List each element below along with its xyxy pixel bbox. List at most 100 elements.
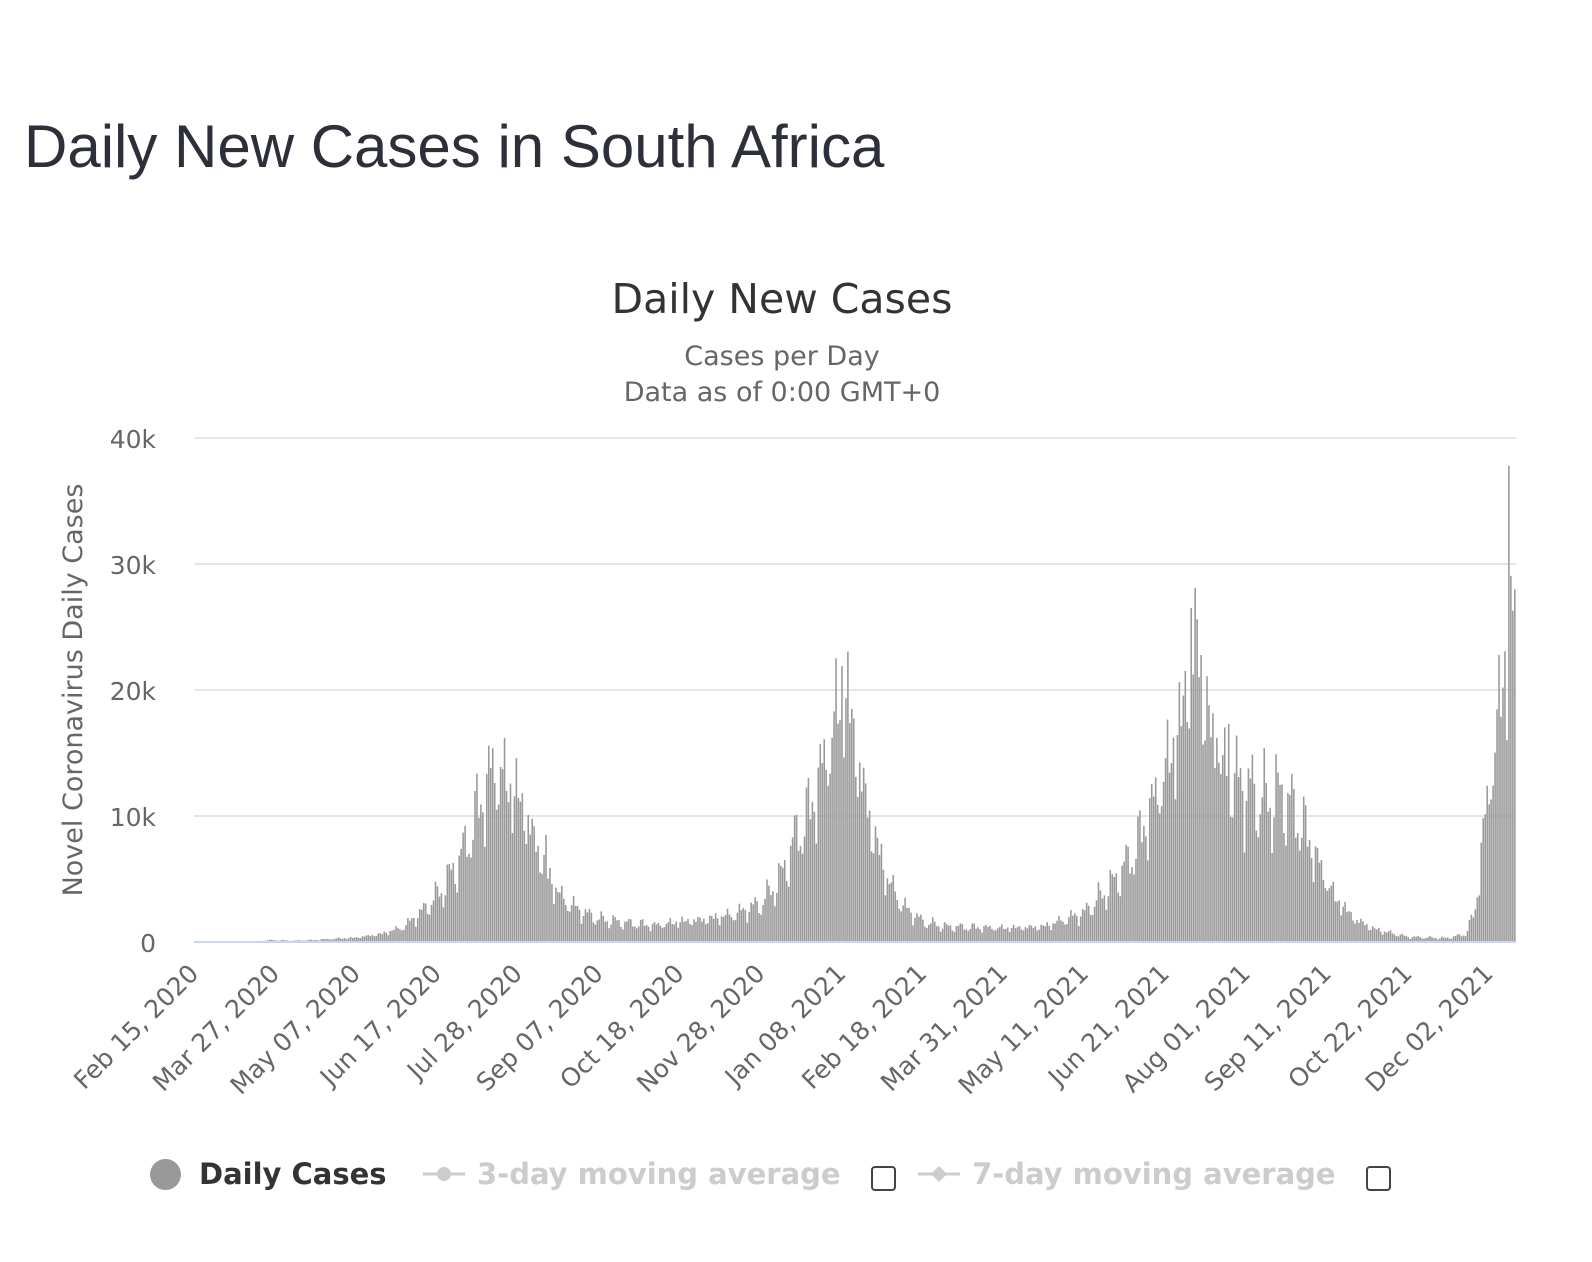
bar bbox=[813, 811, 816, 942]
bar bbox=[1389, 930, 1392, 942]
bar bbox=[673, 924, 676, 942]
bar bbox=[1109, 870, 1112, 942]
bar bbox=[1074, 913, 1076, 942]
bar bbox=[1295, 837, 1297, 942]
legend-item-3-day-average[interactable]: 3-day moving average bbox=[423, 1152, 841, 1196]
bar bbox=[801, 853, 804, 942]
bar bbox=[1042, 925, 1045, 942]
bar bbox=[1498, 654, 1500, 942]
bar bbox=[933, 921, 936, 942]
bar bbox=[999, 926, 1001, 942]
bar bbox=[541, 873, 543, 942]
bar bbox=[369, 936, 372, 942]
bar bbox=[1360, 918, 1362, 942]
bar bbox=[450, 869, 453, 942]
bar bbox=[1431, 937, 1433, 942]
bar bbox=[655, 924, 658, 942]
legend-item-daily-cases[interactable]: Daily Cases bbox=[150, 1152, 387, 1196]
bar bbox=[365, 935, 368, 942]
bar bbox=[738, 903, 741, 942]
bar bbox=[1512, 610, 1514, 942]
bar bbox=[910, 912, 912, 942]
bar bbox=[1026, 928, 1029, 942]
bar bbox=[685, 920, 687, 942]
bar bbox=[395, 926, 397, 942]
bar bbox=[393, 929, 395, 942]
bar bbox=[1113, 877, 1116, 942]
checkbox-3-day-average[interactable] bbox=[871, 1166, 896, 1191]
bar bbox=[892, 874, 895, 942]
bar bbox=[825, 769, 827, 942]
bar bbox=[1231, 817, 1234, 942]
bar bbox=[1135, 858, 1137, 942]
bar bbox=[1083, 910, 1086, 942]
bar bbox=[476, 773, 478, 942]
bar bbox=[574, 905, 577, 942]
bar bbox=[697, 917, 699, 942]
bar bbox=[436, 886, 439, 942]
bar bbox=[1251, 754, 1254, 942]
bar bbox=[671, 923, 674, 942]
bar bbox=[1152, 796, 1155, 942]
bar bbox=[482, 812, 484, 942]
bar bbox=[513, 796, 516, 942]
bar bbox=[1332, 881, 1335, 942]
checkbox-7-day-average[interactable] bbox=[1366, 1166, 1391, 1191]
bar bbox=[1002, 929, 1005, 942]
bar bbox=[608, 928, 610, 942]
bar bbox=[1239, 768, 1242, 942]
bar bbox=[416, 918, 419, 942]
bar bbox=[1304, 805, 1307, 942]
bar bbox=[1070, 910, 1072, 942]
bar bbox=[1480, 842, 1483, 942]
bar bbox=[772, 891, 774, 942]
bar bbox=[799, 846, 802, 942]
bar bbox=[1160, 806, 1163, 942]
legend-item-7-day-average[interactable]: 7-day moving average bbox=[918, 1152, 1336, 1196]
y-axis-ticks: 0 10k 20k 30k 40k bbox=[110, 425, 157, 958]
bar bbox=[876, 837, 879, 942]
bar bbox=[592, 922, 595, 942]
bar bbox=[614, 917, 616, 942]
bar bbox=[458, 855, 460, 942]
bar bbox=[1164, 758, 1167, 942]
bar bbox=[1107, 896, 1110, 942]
bar bbox=[1476, 897, 1479, 942]
bar bbox=[987, 927, 989, 942]
y-tick-label: 0 bbox=[140, 929, 156, 958]
bar bbox=[381, 934, 384, 942]
bar bbox=[527, 814, 530, 942]
bar bbox=[1441, 936, 1443, 942]
bar bbox=[732, 920, 735, 942]
bar bbox=[468, 853, 470, 942]
bar bbox=[908, 907, 910, 942]
bar bbox=[768, 885, 770, 942]
bar bbox=[847, 651, 849, 942]
bar bbox=[829, 773, 831, 942]
bar bbox=[397, 928, 399, 942]
bar bbox=[949, 925, 952, 942]
bar bbox=[535, 851, 537, 942]
bar bbox=[902, 905, 904, 942]
bar bbox=[878, 854, 881, 942]
bar bbox=[1464, 936, 1467, 942]
bar bbox=[391, 930, 393, 942]
bar bbox=[898, 908, 900, 942]
bar bbox=[474, 791, 476, 942]
bar bbox=[320, 939, 322, 942]
bar bbox=[809, 819, 812, 942]
bar bbox=[916, 913, 918, 942]
bar bbox=[849, 723, 851, 942]
bar bbox=[1423, 938, 1425, 942]
bar bbox=[616, 920, 618, 942]
bar bbox=[1077, 926, 1080, 942]
bar bbox=[975, 928, 977, 942]
bar bbox=[1079, 916, 1082, 942]
bar bbox=[347, 938, 350, 942]
bar bbox=[845, 698, 847, 942]
bar bbox=[488, 745, 490, 942]
bar bbox=[963, 929, 966, 942]
bar bbox=[1054, 923, 1056, 942]
bar bbox=[1468, 919, 1471, 942]
